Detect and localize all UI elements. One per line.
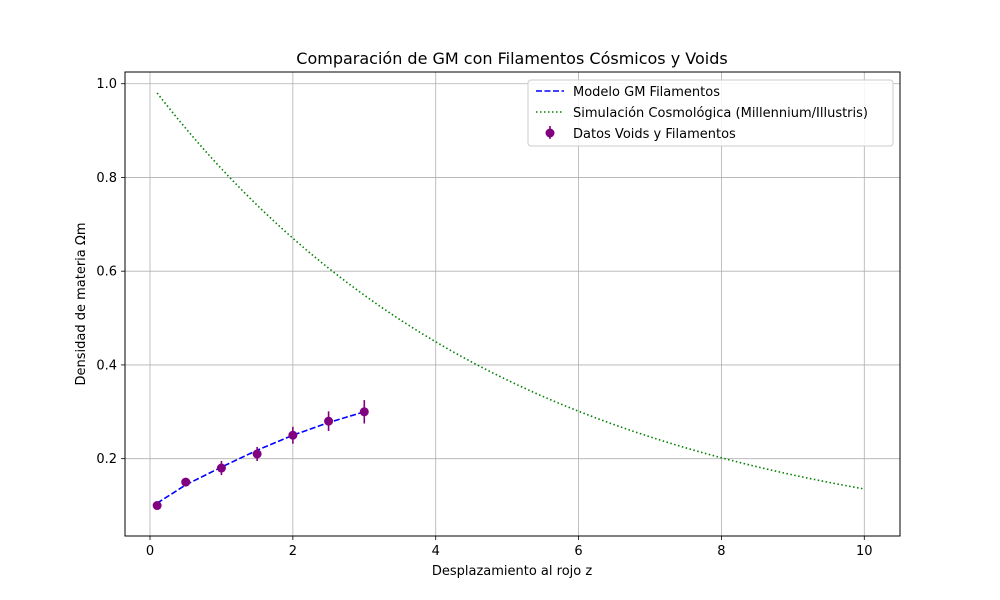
x-tick-label: 8 [717,544,725,559]
series-simulacion-line [156,92,865,490]
legend-label-simulacion: Simulación Cosmológica (Millennium/Illus… [573,106,868,121]
x-tick-label: 0 [146,544,154,559]
x-tick-label: 4 [432,544,440,559]
data-point [216,463,226,473]
legend: Modelo GM Filamentos Simulación Cosmológ… [527,79,894,147]
y-tick-label: 0.2 [96,452,117,467]
plot-area [152,92,865,511]
axes-frame [124,71,901,537]
x-tick-label: 10 [856,544,873,559]
y-tick-label: 1.0 [96,77,117,92]
data-point [181,477,191,487]
legend-label-modelo: Modelo GM Filamentos [573,85,720,100]
x-tick-label: 6 [574,544,582,559]
y-tick-label: 0.4 [96,358,117,373]
y-axis-label: Densidad de materia Ωm [74,223,89,386]
data-point [252,449,262,459]
legend-swatch-datos-marker [545,128,555,138]
legend-label-datos: Datos Voids y Filamentos [573,127,736,142]
y-tick-label: 0.6 [96,265,117,280]
data-point [152,501,162,511]
data-point [359,407,369,417]
data-point [288,430,298,440]
axis-ticks: 0 2 4 6 8 10 0.2 0.4 0.6 0.8 1.0 [96,77,872,559]
legend-box [527,79,894,147]
chart-title: Comparación de GM con Filamentos Cósmico… [296,49,727,68]
x-axis-label: Desplazamiento al rojo z [432,564,593,579]
x-tick-label: 2 [289,544,297,559]
y-tick-label: 0.8 [96,171,117,186]
data-point [324,416,334,426]
